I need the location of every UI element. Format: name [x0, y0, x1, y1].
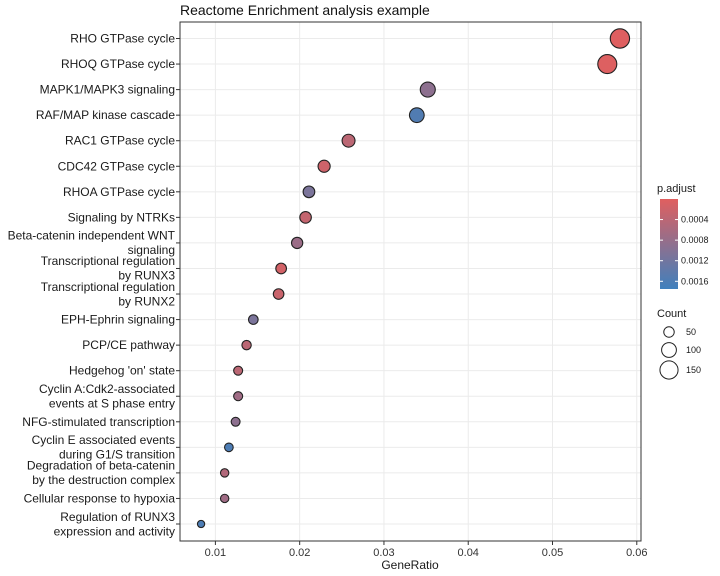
- color-legend-label: 0.0008: [681, 235, 709, 245]
- x-axis-title: GeneRatio: [381, 558, 439, 572]
- y-tick-label: Degradation of beta-catenin: [27, 459, 175, 473]
- y-tick-label: Cyclin A:Cdk2-associated: [39, 382, 175, 396]
- size-legend-title: Count: [657, 308, 686, 320]
- x-tick-label: 0.06: [626, 547, 647, 559]
- size-legend-circle: [661, 342, 677, 358]
- data-point: [408, 107, 425, 124]
- data-point: [341, 133, 356, 148]
- size-legend-circle: [663, 326, 675, 338]
- y-tick-label: Transcriptional regulation: [41, 280, 175, 294]
- x-tick-label: 0.05: [542, 547, 563, 559]
- x-tick-label: 0.04: [458, 547, 479, 559]
- chart-title: Reactome Enrichment analysis example: [180, 2, 430, 18]
- y-tick-label: MAPK1/MAPK3 signaling: [40, 83, 175, 97]
- y-tick-label: events at S phase entry: [49, 396, 175, 410]
- y-tick-label: RHOQ GTPase cycle: [61, 57, 175, 71]
- y-tick-label: by RUNX2: [118, 294, 175, 308]
- y-axis: RHO GTPase cycle RHOQ GTPase cycle MAPK1/M…: [8, 32, 180, 538]
- data-point: [275, 262, 288, 275]
- y-tick-label: by the destruction complex: [32, 473, 175, 487]
- grid-lines: [180, 22, 641, 541]
- size-legend-label: 100: [686, 345, 701, 355]
- size-legend-label: 50: [686, 327, 696, 337]
- y-tick-label: RAC1 GTPase cycle: [65, 134, 175, 148]
- y-tick-label: RAF/MAP kinase cascade: [36, 108, 175, 122]
- color-legend-title: p.adjust: [657, 183, 696, 195]
- y-tick-label: during G1/S transition: [59, 448, 175, 462]
- y-tick-label: NFG-stimulated transcription: [22, 415, 175, 429]
- x-tick-label: 0.01: [205, 547, 226, 559]
- color-legend-label: 0.0004: [681, 215, 709, 225]
- data-point: [219, 493, 230, 504]
- color-legend-label: 0.0012: [681, 256, 709, 266]
- data-point: [299, 211, 312, 224]
- y-tick-label: RHOA GTPase cycle: [63, 185, 175, 199]
- y-tick-label: EPH-Ephrin signaling: [61, 313, 175, 327]
- y-tick-label: Signaling by NTRKs: [68, 210, 175, 224]
- data-point: [302, 185, 316, 199]
- data-point: [609, 28, 631, 49]
- y-tick-label: by RUNX3: [118, 269, 175, 283]
- data-points: [196, 28, 631, 529]
- y-tick-label: Transcriptional regulation: [41, 254, 175, 268]
- y-tick-label: CDC42 GTPase cycle: [58, 159, 176, 173]
- y-tick-label: PCP/CE pathway: [82, 338, 175, 352]
- data-point: [247, 314, 259, 325]
- data-point: [233, 391, 244, 402]
- data-point: [233, 365, 244, 376]
- y-tick-label: expression and activity: [54, 524, 175, 538]
- y-tick-label: Beta-catenin independent WNT: [8, 229, 176, 243]
- y-tick-label: Cellular response to hypoxia: [24, 491, 176, 505]
- color-legend-label: 0.0016: [681, 276, 709, 286]
- plot-panel: [180, 22, 641, 541]
- x-tick-label: 0.02: [289, 547, 310, 559]
- data-point: [419, 81, 436, 98]
- data-point: [241, 339, 252, 351]
- data-point: [224, 442, 234, 453]
- data-point: [290, 236, 304, 250]
- x-tick-label: 0.03: [373, 547, 394, 559]
- y-tick-label: Regulation of RUNX3: [60, 510, 175, 524]
- y-tick-label: Cyclin E associated events: [32, 433, 175, 447]
- color-legend: p.adjust 0.0004 0.0008 0.0012 0.0016: [657, 183, 709, 289]
- size-legend-label: 150: [686, 365, 701, 375]
- y-tick-label: Hedgehog 'on' state: [69, 364, 175, 378]
- data-point: [230, 416, 241, 427]
- data-point: [272, 288, 285, 300]
- color-bar: [660, 199, 678, 289]
- x-axis: 0.01 0.02 0.03 0.04 0.05 0.06: [205, 541, 647, 559]
- plot-border: [179, 21, 642, 542]
- data-point: [196, 519, 206, 529]
- data-point: [597, 53, 618, 75]
- data-point: [317, 159, 331, 173]
- y-tick-label: RHO GTPase cycle: [70, 32, 175, 46]
- data-point: [219, 468, 230, 478]
- y-tick-label: signaling: [128, 243, 175, 257]
- size-legend-circle: [659, 360, 679, 380]
